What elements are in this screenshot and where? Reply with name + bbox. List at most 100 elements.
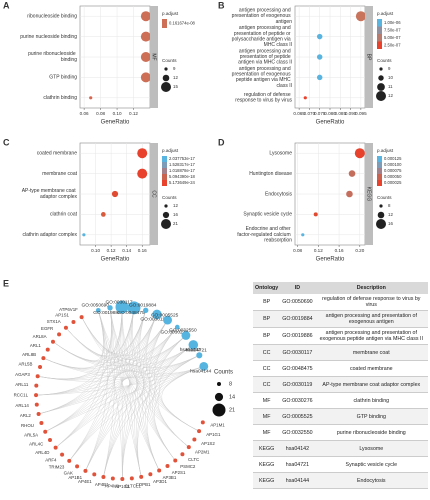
size-legend-dot [376,91,386,101]
gene-label: AP1G2 [115,484,130,489]
strip-label: CC [151,190,157,198]
size-legend-label: 10 [388,75,393,80]
table-row: CC GO:0030119 AP-type membrane coat adapto… [253,376,428,393]
edge [36,344,194,396]
edge [85,319,168,471]
table-cell: CC [253,360,281,377]
category-label: Synaptic vesicle cycle [243,212,292,218]
category-label: Lysosome [269,151,292,157]
bubble [140,52,151,62]
gene-node [79,315,84,320]
color-legend-label: 0.000100 [384,162,402,167]
size-legend-dot [377,83,385,91]
size-legend-dot [378,75,384,81]
strip [150,143,158,245]
gene-node [186,445,191,450]
table-cell: CC [253,376,281,393]
bubble [140,31,151,42]
x-axis-title: GeneRatio [101,120,130,126]
x-tick-label: 0.070 [304,111,316,116]
table-cell: KEGG [253,456,281,473]
legend-title: p.adjust [162,148,179,153]
category-label: GTP binding [49,75,77,81]
strip [365,6,373,108]
edge [55,310,105,448]
edge [37,355,200,382]
gene-node [36,411,41,416]
size-legend-dot [217,382,221,386]
table-cell: Synaptic vesicle cycle [314,456,428,473]
color-legend-label: 5.173649e-24 [169,180,196,185]
color-legend-label: 5.00e-07 [384,35,401,40]
table-cell: membrane coat [314,344,428,361]
table-cell: GTP binding [314,408,428,425]
edge [85,355,200,471]
edge [69,366,204,462]
legend-title: Counts [377,58,392,63]
edge [36,314,158,396]
x-tick-label: 0.14 [122,248,131,253]
size-legend-label: 14 [229,394,235,400]
gene-node [67,458,72,463]
edge [69,326,178,462]
gene-node [35,374,40,379]
table-cell: GO:0019884 [280,310,315,328]
edge [81,316,168,356]
edge [37,335,187,381]
edge [45,366,204,432]
table-cell: MF [253,424,281,441]
edge [69,307,135,462]
gene-label: RCC1L [14,392,29,397]
table-cell: MF [253,392,281,409]
color-legend-label: 0.000025 [384,180,402,185]
gene-node [200,420,205,425]
gene-label: AP3B1 [163,475,177,480]
gene-node [180,452,185,457]
size-legend-label: 12 [173,203,178,208]
bubble [137,168,148,179]
gene-label: ARL5A [24,433,38,438]
term-label: GO:0030117 [105,299,132,305]
header-cell: Description [314,282,428,294]
gene-node [60,452,65,457]
bubble [316,74,323,81]
color-legend-label: 5.094390e-18 [169,174,196,179]
gene-label: ARL4C [29,442,43,447]
gene-label: AP2S1 [172,470,186,475]
gene-node [63,325,68,330]
legend-title: p.adjust [377,148,394,153]
term-node [95,307,101,313]
edge [103,314,158,478]
gene-label: ARL4D [35,450,49,455]
size-legend-label: 15 [173,84,178,89]
color-legend-label: 0.000050 [384,174,402,179]
color-legend-label: 0.000125 [384,156,402,161]
size-legend-dot [379,204,383,208]
gene-node [148,472,153,477]
bubble [316,33,323,40]
edge [161,366,204,432]
edge [38,319,168,415]
x-tick-label: 0.080 [324,111,336,116]
term-node [143,307,149,314]
gene-label: AP1S2 [201,441,215,446]
gene-node [34,383,39,388]
panel-label: A [3,0,10,10]
edge [38,355,200,415]
gene-label: ATP6V1F [59,307,78,312]
gene-label: AP4E1 [78,479,92,484]
table-cell: CC [253,344,281,361]
table-cell: BP [253,294,281,311]
category-label: Endocytosis [265,191,292,197]
table-row: KEGG hsa04144 Endocytosis [253,472,428,489]
edge [85,306,123,471]
edge [158,344,200,432]
table-cell: purine ribonucleoside binding [314,424,428,441]
table-row: MF GO:0032550 purine ribonucleoside bindin… [253,424,428,441]
x-tick-label: 0.12 [129,111,138,116]
term-label: GO:0048475 [117,310,145,316]
category-label: ribonucleoside binding [27,14,77,20]
table-row: BP GO:0050690 regulation of defense respon… [253,294,428,311]
table-cell: GO:0050690 [280,294,315,311]
